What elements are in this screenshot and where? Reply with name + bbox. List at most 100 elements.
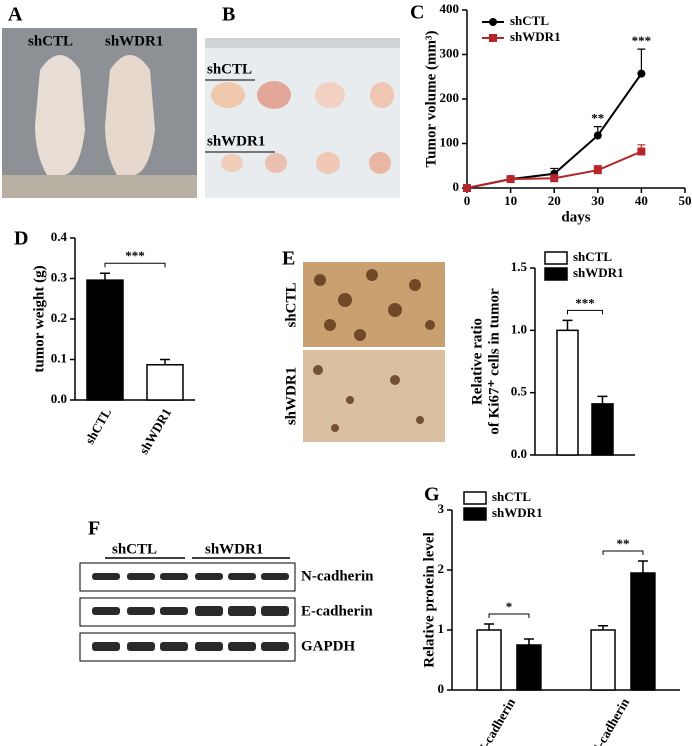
annotation: ** [617, 536, 630, 551]
legend-label: shWDR1 [573, 265, 624, 280]
y-tick-label: 1 [438, 621, 445, 636]
error-bar [597, 395, 608, 404]
legend-label: shWDR1 [492, 505, 543, 520]
legend-label: shCTL [492, 489, 531, 504]
legend-swatch [544, 251, 568, 265]
y-tick-label: 200 [440, 90, 460, 105]
photo-label: shCTL [283, 282, 299, 327]
x-tick-label: shCTL [82, 405, 115, 447]
panel-label: G [424, 484, 440, 506]
legend-marker [489, 18, 497, 26]
error-bar [160, 358, 170, 365]
y-axis-label: Relative ratio [469, 318, 485, 405]
panel-label: D [14, 228, 28, 250]
bar [556, 329, 579, 456]
y-tick-label: 0.5 [511, 384, 528, 399]
legend-swatch [463, 491, 487, 505]
error-bar [637, 48, 646, 74]
y-tick-label: 3 [438, 501, 445, 516]
y-tick-label: 2 [438, 561, 445, 576]
y-tick-label: 1.0 [511, 321, 527, 336]
y-tick-label: 0.0 [511, 446, 527, 461]
x-tick-label: shWDR1 [136, 405, 174, 456]
x-tick-label: E-cadherin [588, 695, 632, 746]
annotation: * [506, 599, 513, 614]
error-bar [637, 560, 648, 573]
blot-bands [92, 573, 289, 651]
x-axis-label: days [561, 209, 590, 225]
panel-label: A [8, 4, 23, 26]
panel-label: B [222, 4, 235, 26]
annotation: ** [591, 111, 604, 126]
point [593, 166, 602, 175]
point [637, 147, 646, 156]
y-axis-label: Relative protein level [421, 532, 437, 668]
legend-label: shWDR1 [510, 29, 561, 44]
y-axis-label: of Ki67⁺ cells in tumor [486, 288, 502, 435]
bar [591, 403, 614, 456]
panel-label: F [88, 518, 100, 540]
y-axis-label: Tumor volume (mm³) [423, 31, 439, 168]
error-bar [523, 638, 534, 645]
bar [630, 572, 656, 691]
significance-bracket [602, 550, 644, 555]
y-tick-label: 0.3 [51, 269, 68, 284]
photo-a [2, 28, 197, 198]
photo-label: shWDR1 [207, 133, 265, 149]
significance-bracket [567, 309, 603, 315]
legend-swatch [544, 267, 568, 281]
annotation: *** [125, 248, 145, 263]
photo-label: shCTL [28, 33, 73, 49]
y-tick-label: 0.4 [51, 229, 68, 244]
bar [476, 629, 502, 691]
blot-group: shWDR1 [205, 541, 263, 557]
y-tick-label: 400 [440, 1, 460, 16]
blot-row-label: N-cadherin [301, 568, 374, 584]
bar [516, 644, 542, 691]
point [550, 174, 559, 183]
legend-label: shCTL [573, 249, 612, 264]
significance-bracket [104, 262, 166, 268]
blot-row-label: GAPDH [301, 638, 355, 654]
x-tick-label: N-cadherin [474, 695, 519, 746]
y-tick-label: 1.5 [511, 259, 528, 274]
annotation: *** [632, 33, 652, 48]
bar [146, 364, 184, 401]
x-tick-label: 20 [548, 193, 561, 208]
legend-label: shCTL [510, 13, 549, 28]
error-bar [562, 319, 573, 331]
panel-label: C [410, 2, 424, 24]
y-tick-label: 0 [438, 681, 445, 696]
x-tick-label: 40 [635, 193, 648, 208]
y-tick-label: 100 [440, 134, 460, 149]
error-bar [598, 625, 609, 630]
x-tick-label: 30 [591, 193, 604, 208]
y-tick-label: 0.0 [51, 391, 67, 406]
y-tick-label: 0 [453, 179, 460, 194]
x-tick-label: 10 [504, 193, 517, 208]
error-bar [484, 623, 495, 630]
y-tick-label: 300 [440, 45, 460, 60]
annotation: *** [575, 295, 595, 310]
photo-label: shCTL [207, 61, 252, 77]
point [637, 69, 646, 78]
blot-row-label: E-cadherin [301, 603, 373, 619]
legend-swatch [463, 507, 487, 521]
blot-group: shCTL [112, 541, 157, 557]
x-tick-label: 50 [679, 193, 692, 208]
bar [86, 279, 124, 401]
x-tick-label: 0 [464, 193, 471, 208]
y-tick-label: 0.1 [51, 350, 67, 365]
point [506, 175, 515, 184]
error-bar [100, 272, 110, 281]
bar [590, 629, 616, 691]
y-axis-label: tumor weight (g) [31, 265, 47, 372]
legend-marker [489, 34, 497, 42]
significance-bracket [488, 613, 530, 618]
point [593, 131, 602, 140]
point [463, 184, 471, 192]
photo-b [205, 38, 400, 198]
panel-label: E [282, 248, 295, 270]
photo-label: shWDR1 [105, 33, 163, 49]
